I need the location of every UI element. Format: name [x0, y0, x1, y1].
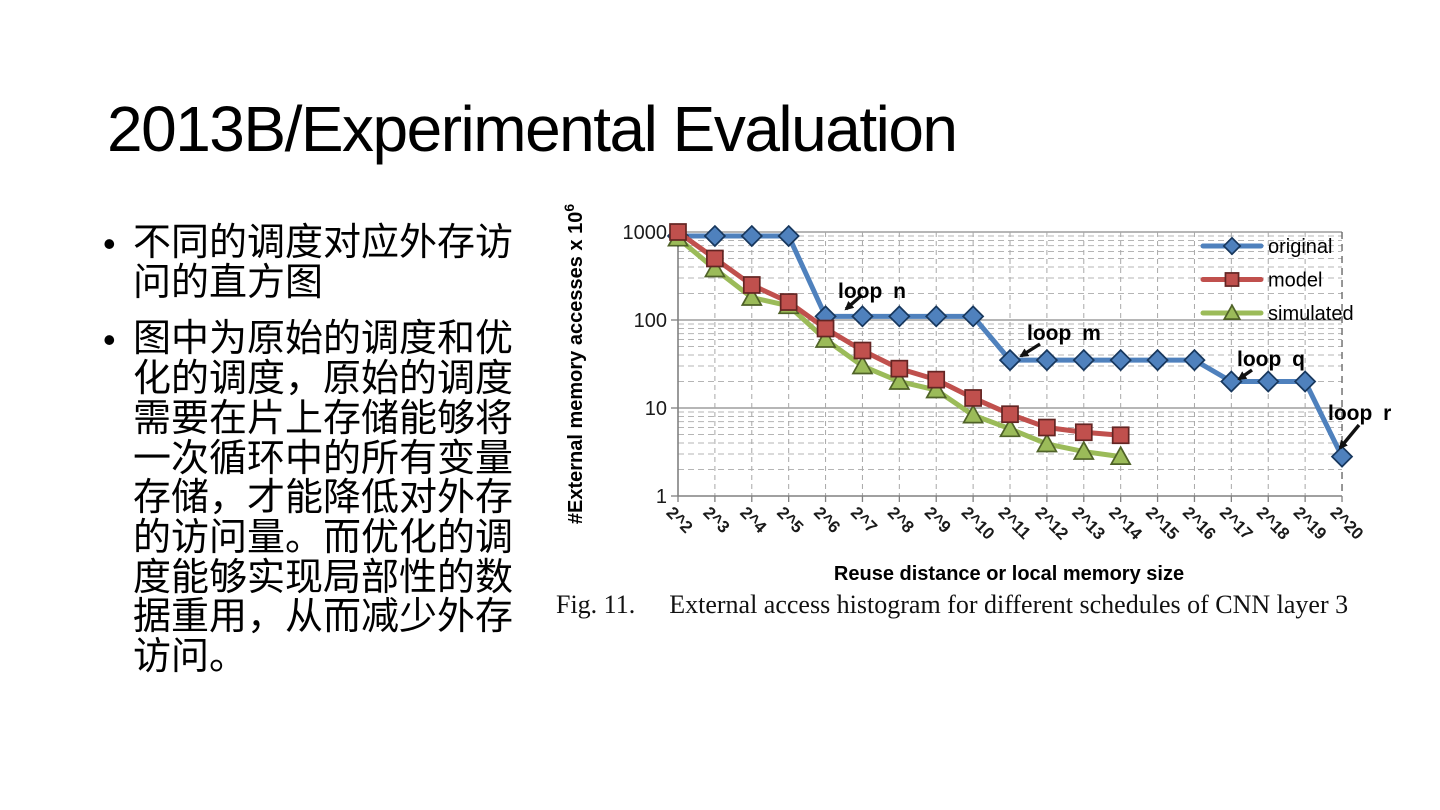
svg-text:#External memory accesses x 10: #External memory accesses x 106 — [561, 204, 587, 524]
x-tick-label: 2^19 — [1290, 503, 1331, 544]
x-tick-label: 2^9 — [921, 503, 955, 537]
legend-item-simulated: simulated — [1200, 303, 1354, 325]
y-tick-label: 1 — [656, 486, 667, 508]
x-tick-label: 2^4 — [736, 503, 770, 537]
bullet-dot: • — [103, 223, 116, 264]
annotation-loop-q: loop q — [1237, 348, 1305, 381]
bullet-list: • 不同的调度对应外存访 问的直方图 • 图中为原始的调度和优 化的调度，原始的调度 需要在… — [103, 222, 563, 695]
x-tick-label: 2^20 — [1327, 503, 1368, 544]
x-tick-label: 2^11 — [995, 503, 1035, 543]
y-tick-label: 1000 — [623, 222, 668, 244]
figure: 1000 100 10 1 2^2 2^3 2^4 2^5 2^6 2^7 2^8 2^9 2^10 2^… — [560, 195, 1440, 625]
legend-label: original — [1268, 236, 1332, 258]
caption-text: External access histogram for different … — [669, 590, 1349, 619]
annotation-label: loop q — [1237, 348, 1305, 371]
x-tick-label: 2^3 — [699, 503, 733, 537]
y-tick-label: 10 — [645, 398, 667, 420]
caption-label: Fig. 11. — [556, 590, 636, 619]
series-simulated — [667, 226, 1132, 465]
annotation-label: loop m — [1027, 322, 1101, 345]
annotation-loop-m: loop m — [1019, 322, 1101, 358]
bullet-text: 不同的调度对应外存访 问的直方图 — [133, 222, 514, 304]
x-tick-label: 2^2 — [663, 503, 697, 537]
annotation-loop-r: loop r — [1328, 402, 1391, 450]
bullet-text: 图中为原始的调度和优 化的调度，原始的调度 需要在片上存储能够将 一次循环中的所有变量… — [133, 318, 514, 679]
annotation-label: loop r — [1328, 402, 1391, 425]
y-axis-title: #External memory accesses x 106 — [561, 204, 587, 524]
legend-label: simulated — [1268, 303, 1354, 325]
series-model — [669, 223, 1130, 445]
annotation-loop-n: loop n — [838, 280, 906, 311]
x-axis-title: Reuse distance or local memory size — [834, 563, 1184, 585]
x-tick-label: 2^5 — [773, 503, 807, 537]
chart-legend: original model simulated — [1200, 236, 1354, 325]
x-tick-label: 2^7 — [847, 503, 881, 537]
legend-item-model: model — [1200, 270, 1322, 292]
legend-item-original: original — [1200, 236, 1332, 258]
annotation-label: loop n — [838, 280, 906, 303]
x-tick-label: 2^15 — [1142, 503, 1183, 544]
x-tick-label: 2^16 — [1179, 503, 1220, 544]
x-tick-label: 2^13 — [1068, 503, 1109, 544]
legend-label: model — [1268, 270, 1322, 292]
x-tick-label: 2^10 — [958, 503, 999, 544]
bullet-item: • 图中为原始的调度和优 化的调度，原始的调度 需要在片上存储能够将 一次循环中的所有变… — [103, 320, 563, 677]
x-tick-label: 2^12 — [1031, 503, 1072, 544]
x-tick-label: 2^6 — [810, 503, 844, 537]
bullet-dot: • — [103, 319, 116, 361]
page-title: 2013B/Experimental Evaluation — [107, 93, 958, 165]
figure-caption: Fig. 11. External access histogram for di… — [556, 590, 1440, 620]
x-tick-label: 2^8 — [884, 503, 918, 537]
y-tick-label: 100 — [634, 310, 667, 332]
x-tick-label: 2^14 — [1105, 503, 1146, 544]
bullet-item: • 不同的调度对应外存访 问的直方图 — [103, 222, 563, 304]
x-tick-label: 2^18 — [1253, 503, 1294, 544]
x-tick-label: 2^17 — [1216, 503, 1257, 544]
